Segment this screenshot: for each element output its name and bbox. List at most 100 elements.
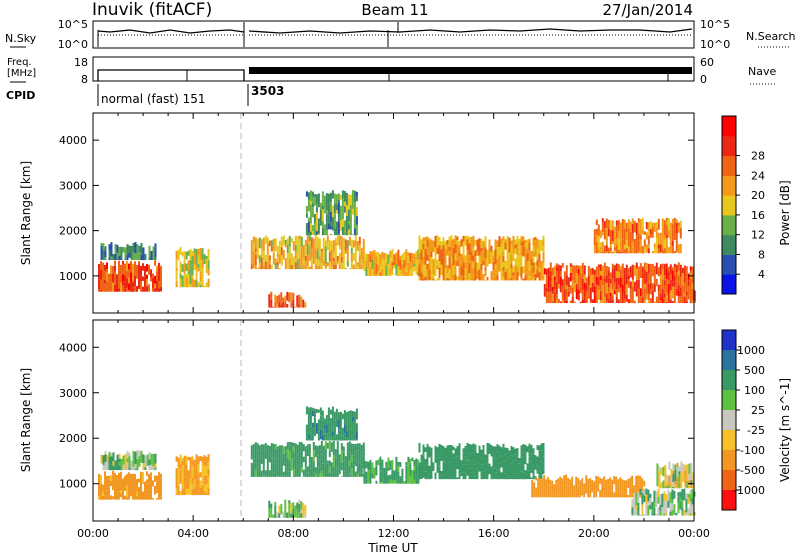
velocity-cell	[250, 469, 253, 473]
power-cell	[506, 255, 509, 265]
velocity-cell	[344, 456, 347, 467]
velocity-cell	[672, 486, 675, 489]
power-cell	[603, 262, 606, 270]
power-cell	[649, 229, 652, 234]
power-cell	[671, 267, 674, 271]
power-cell	[375, 274, 378, 276]
power-cell	[623, 268, 626, 280]
velocity-cell	[203, 475, 206, 481]
freq-label-line2: [MHz]	[7, 68, 36, 79]
power-cell	[559, 277, 562, 286]
power-cell	[557, 264, 560, 269]
power-cell	[100, 289, 102, 292]
velocity-cell	[643, 488, 646, 496]
velocity-cell	[177, 486, 180, 490]
power-cell	[350, 261, 353, 270]
velocity-cell	[689, 494, 692, 502]
power-cell	[647, 235, 650, 245]
power-cell	[625, 295, 628, 302]
power-cell	[276, 295, 279, 304]
velocity-cell	[356, 462, 359, 474]
velocity-cell	[454, 472, 457, 479]
power-cell	[639, 288, 642, 297]
velocity-cell	[595, 485, 598, 490]
velocity-cell	[126, 496, 128, 500]
velocity-cell	[292, 446, 295, 453]
velocity-cell	[631, 499, 634, 508]
velocity-cell	[484, 463, 487, 471]
velocity-cell	[542, 456, 545, 464]
cpid-label: CPID	[6, 89, 35, 102]
velocity-cell	[460, 466, 463, 473]
power-cell	[603, 245, 606, 250]
power-cell	[124, 247, 127, 260]
power-cell	[675, 272, 678, 282]
power-cell	[183, 255, 186, 260]
power-cell	[500, 271, 503, 281]
velocity-cell	[528, 470, 531, 480]
power-cell	[522, 266, 525, 274]
power-cell	[597, 294, 600, 300]
power-colorbar-tick-label: 24	[751, 169, 765, 182]
velocity-cell	[601, 492, 604, 498]
velocity-cell	[152, 466, 155, 471]
power-colorbar-frame	[721, 115, 737, 295]
power-cell	[669, 290, 672, 300]
velocity-cell	[144, 463, 147, 468]
power-cell	[621, 250, 624, 254]
velocity-cell	[256, 462, 259, 468]
velocity-cell	[637, 489, 640, 493]
power-cell	[601, 265, 604, 277]
velocity-cell	[407, 465, 410, 474]
power-cell	[126, 255, 129, 260]
velocity-cell	[438, 457, 441, 466]
power-cell	[675, 264, 678, 273]
power-cell	[607, 299, 610, 303]
velocity-cell	[100, 495, 102, 500]
power-cell	[318, 265, 321, 270]
power-cell	[258, 237, 261, 249]
power-cell	[321, 195, 324, 200]
power-cell	[140, 254, 143, 261]
power-cell	[399, 269, 402, 276]
power-cell	[526, 275, 529, 281]
velocity-colorbar-swatch	[722, 470, 736, 491]
velocity-cell	[516, 456, 519, 467]
power-cell	[116, 274, 118, 280]
power-cell	[152, 254, 155, 260]
velocity-cell	[450, 476, 453, 480]
power-cell	[294, 258, 297, 263]
velocity-cell	[338, 469, 341, 475]
power-cell	[617, 264, 620, 273]
velocity-cell	[270, 503, 273, 509]
velocity-cell	[603, 495, 606, 498]
power-cell	[579, 265, 582, 275]
power-cell	[296, 251, 299, 255]
power-cell	[407, 274, 410, 276]
velocity-cell	[140, 458, 143, 463]
power-cell	[673, 286, 676, 291]
velocity-cell	[360, 464, 363, 473]
velocity-cell	[336, 445, 339, 450]
power-cell	[577, 289, 580, 295]
velocity-cell	[611, 479, 614, 486]
power-cell	[136, 274, 138, 279]
power-cell	[464, 236, 467, 246]
velocity-cell	[478, 445, 481, 455]
power-cell	[657, 267, 660, 277]
velocity-cell	[649, 493, 652, 498]
velocity-cell	[547, 485, 550, 494]
power-cell	[319, 210, 322, 215]
power-cell	[593, 250, 596, 254]
power-cell	[687, 286, 690, 294]
velocity-cell	[356, 458, 359, 463]
velocity-cell	[195, 454, 198, 460]
velocity-cell	[446, 456, 449, 463]
power-cell	[300, 246, 303, 256]
velocity-cell	[250, 445, 253, 451]
velocity-cell	[387, 457, 390, 468]
power-cell	[152, 288, 154, 292]
velocity-cell	[350, 475, 353, 477]
power-cell	[329, 233, 332, 236]
